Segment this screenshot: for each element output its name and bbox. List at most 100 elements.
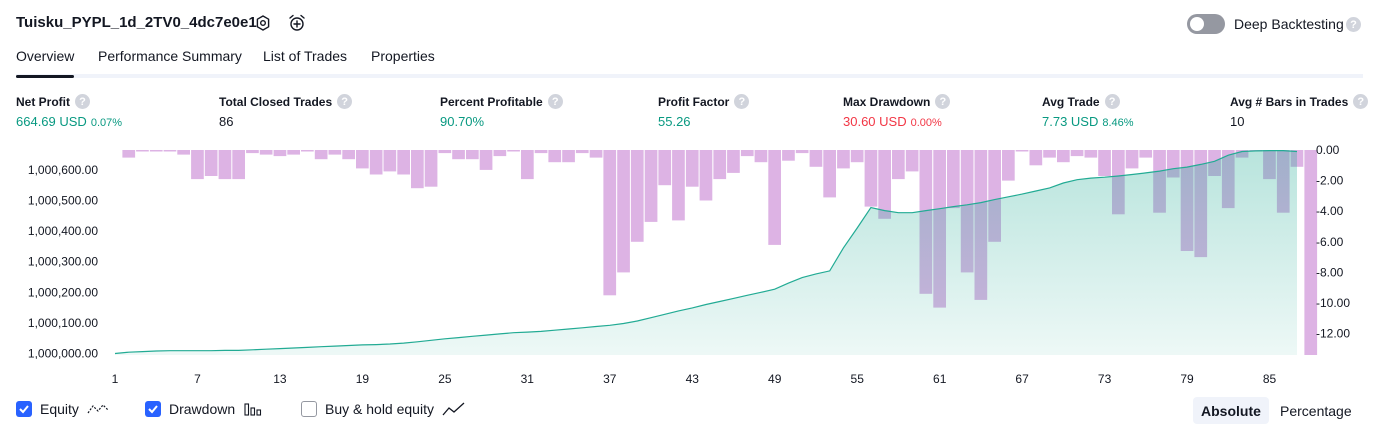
metric-percent-profitable: Percent Profitable? 90.70% (440, 94, 563, 129)
help-icon[interactable]: ? (1346, 17, 1361, 32)
drawdown-bar (204, 150, 218, 176)
tab-performance-summary[interactable]: Performance Summary (98, 48, 242, 64)
drawdown-bar (754, 150, 768, 163)
equity-checkbox[interactable]: Equity (16, 401, 111, 417)
deep-backtesting-label: Deep Backtesting (1234, 16, 1344, 32)
drawdown-bar (713, 150, 727, 180)
equity-area (115, 150, 1297, 355)
drawdown-bar (1043, 150, 1056, 158)
x-tick-label: 1 (112, 372, 119, 386)
drawdown-bar (850, 150, 864, 163)
info-icon[interactable]: ? (547, 94, 563, 109)
info-icon[interactable]: ? (1104, 94, 1120, 109)
metric-avg-bars-in-trades: Avg # Bars in Trades? 10 (1230, 94, 1369, 129)
x-tick-label: 67 (1015, 372, 1029, 386)
tab-list-of-trades[interactable]: List of Trades (263, 48, 348, 64)
drawdown-bar (795, 150, 809, 154)
percentage-toggle[interactable]: Percentage (1280, 402, 1352, 419)
x-axis: 1 7 13 19 25 31 37 43 49 55 61 67 73 79 85 (112, 372, 1277, 386)
left-tick-label: 1,000,400.00 (28, 224, 98, 238)
metric-max-drawdown: Max Drawdown? 30.60 USD 0.00% (843, 94, 951, 129)
drawdown-bar (727, 150, 740, 173)
drawdown-bar (617, 150, 630, 273)
drawdown-bar (383, 150, 397, 172)
drawdown-bar (823, 150, 836, 198)
metric-value: 7.73 USD (1042, 114, 1099, 129)
drawdown-bar (589, 150, 603, 158)
checkbox-checked[interactable] (16, 401, 32, 417)
checkbox-unchecked[interactable] (301, 401, 317, 417)
info-icon[interactable]: ? (337, 94, 353, 109)
drawdown-bar (1125, 150, 1139, 169)
metric-label: Net Profit (16, 94, 70, 109)
metric-label: Percent Profitable (440, 94, 543, 109)
alarm-clock-plus-icon[interactable] (287, 13, 307, 33)
equity-drawdown-chart[interactable]: 1,000,000.00 1,000,100.00 1,000,200.00 1,00… (0, 138, 1379, 390)
drawdown-bar (864, 150, 878, 207)
metric-percent: 0.00% (910, 117, 942, 129)
left-tick-label: 1,000,100.00 (28, 316, 98, 330)
trend-line-icon (442, 402, 465, 416)
metric-percent: 0.07% (90, 117, 123, 129)
metric-label: Avg # Bars in Trades (1230, 94, 1349, 109)
right-tick-label: 0.00 (1316, 143, 1340, 157)
drawdown-bar (424, 150, 438, 187)
left-axis: 1,000,000.00 1,000,100.00 1,000,200.00 1,00… (28, 163, 98, 361)
drawdown-bar (369, 150, 383, 175)
metric-value: 10 (1230, 114, 1245, 129)
drawdown-bar (575, 150, 589, 154)
metric-value: 30.60 USD (843, 114, 907, 129)
info-icon[interactable]: ? (935, 94, 951, 109)
left-tick-label: 1,000,200.00 (28, 285, 98, 299)
absolute-toggle[interactable]: Absolute (1193, 397, 1269, 424)
drawdown-bar (548, 150, 562, 163)
drawdown-bar (658, 150, 672, 186)
right-tick-label: -12.00 (1316, 327, 1350, 341)
drawdown-bar (1002, 150, 1015, 181)
drawdown-bar (782, 150, 795, 161)
metric-net-profit: Net Profit? 664.69 USD 0.07% (16, 94, 122, 129)
x-tick-label: 73 (1098, 372, 1112, 386)
info-icon[interactable]: ? (1353, 94, 1369, 109)
drawdown-bar (1057, 150, 1070, 163)
equity-line-icon (87, 404, 109, 414)
right-tick-label: -2.00 (1316, 174, 1344, 188)
drawdown-bar (630, 150, 644, 242)
drawdown-checkbox[interactable]: Drawdown (145, 401, 263, 417)
metric-total-closed-trades: Total Closed Trades? 86 (219, 94, 353, 129)
checkbox-checked[interactable] (145, 401, 161, 417)
tab-overview[interactable]: Overview (16, 48, 75, 78)
drawdown-bar (452, 150, 465, 160)
deep-backtesting-toggle[interactable] (1187, 14, 1225, 34)
buy-hold-label: Buy & hold equity (325, 401, 434, 417)
gear-icon[interactable] (253, 13, 273, 33)
x-tick-label: 7 (194, 372, 201, 386)
left-tick-label: 1,000,300.00 (28, 255, 98, 269)
info-icon[interactable]: ? (734, 94, 750, 109)
info-icon[interactable]: ? (75, 94, 90, 109)
x-tick-label: 31 (521, 372, 535, 386)
drawdown-bar (273, 150, 287, 157)
metric-label: Max Drawdown (843, 94, 931, 109)
right-tick-label: -8.00 (1316, 265, 1344, 279)
drawdown-bar (521, 150, 534, 180)
buy-hold-checkbox[interactable]: Buy & hold equity (301, 401, 466, 417)
left-tick-label: 1,000,600.00 (28, 163, 98, 177)
drawdown-label: Drawdown (169, 401, 236, 417)
drawdown-bar (768, 150, 781, 245)
drawdown-bar (534, 150, 548, 154)
drawdown-bar (685, 150, 699, 187)
drawdown-bar (1070, 150, 1084, 157)
drawdown-bar (136, 150, 149, 152)
drawdown-bar (809, 150, 823, 167)
metric-value: 55.26 (658, 114, 691, 129)
x-tick-label: 25 (438, 372, 452, 386)
equity-label: Equity (40, 401, 79, 417)
right-axis: 0.00 -2.00 -4.00 -6.00 -8.00 -10.00 -12.00 (1316, 143, 1350, 341)
drawdown-bar (232, 150, 245, 180)
tab-properties[interactable]: Properties (371, 48, 435, 64)
x-tick-label: 61 (933, 372, 947, 386)
drawdown-bar (672, 150, 685, 221)
drawdown-bar (163, 150, 177, 152)
drawdown-bar (149, 150, 163, 152)
